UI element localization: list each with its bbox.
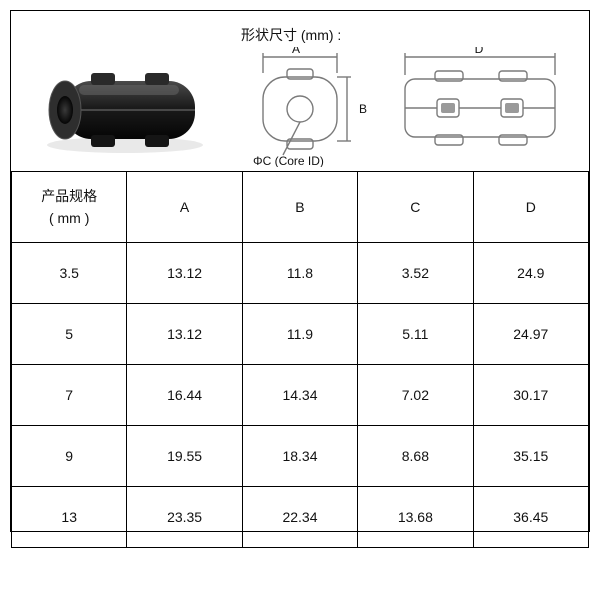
- col-header-d: D: [473, 172, 588, 243]
- table-header-row: 产品规格 ( mm ) A B C D: [12, 172, 589, 243]
- col-header-b: B: [242, 172, 357, 243]
- cell-d: 24.9: [473, 243, 588, 304]
- table-row: 7 16.44 14.34 7.02 30.17: [12, 365, 589, 426]
- cell-c: 8.68: [358, 426, 473, 487]
- col-header-spec-line1: 产品规格: [41, 188, 97, 204]
- col-header-spec: 产品规格 ( mm ): [12, 172, 127, 243]
- cell-c: 13.68: [358, 487, 473, 548]
- dim-b-label: B: [359, 102, 367, 116]
- dim-d-label: D: [475, 47, 484, 56]
- dimensions-table: 产品规格 ( mm ) A B C D 3.5 13.12 11.8 3.52 …: [11, 171, 589, 548]
- table-row: 13 23.35 22.34 13.68 36.45: [12, 487, 589, 548]
- cell-c: 3.52: [358, 243, 473, 304]
- diagram-area: 形状尺寸 (mm) :: [11, 11, 589, 171]
- cell-b: 11.9: [242, 304, 357, 365]
- product-photo: [25, 59, 215, 159]
- cell-a: 13.12: [127, 304, 242, 365]
- cell-b: 22.34: [242, 487, 357, 548]
- table-row: 9 19.55 18.34 8.68 35.15: [12, 426, 589, 487]
- cell-d: 36.45: [473, 487, 588, 548]
- col-header-a: A: [127, 172, 242, 243]
- side-view-diagram: D: [387, 47, 577, 167]
- dim-a-label: A: [292, 47, 300, 56]
- dimensions-title: 形状尺寸 (mm) :: [241, 25, 341, 45]
- cell-spec: 9: [12, 426, 127, 487]
- table-row: 3.5 13.12 11.8 3.52 24.9: [12, 243, 589, 304]
- col-header-spec-line2: ( mm ): [49, 210, 89, 226]
- cell-d: 30.17: [473, 365, 588, 426]
- cell-spec: 7: [12, 365, 127, 426]
- col-header-c: C: [358, 172, 473, 243]
- cell-spec: 3.5: [12, 243, 127, 304]
- cell-b: 18.34: [242, 426, 357, 487]
- cell-c: 7.02: [358, 365, 473, 426]
- core-id-label: ΦC (Core ID): [253, 154, 324, 167]
- cell-a: 16.44: [127, 365, 242, 426]
- cell-c: 5.11: [358, 304, 473, 365]
- cell-d: 35.15: [473, 426, 588, 487]
- cell-b: 14.34: [242, 365, 357, 426]
- table-row: 5 13.12 11.9 5.11 24.97: [12, 304, 589, 365]
- cell-a: 13.12: [127, 243, 242, 304]
- cell-b: 11.8: [242, 243, 357, 304]
- cell-a: 19.55: [127, 426, 242, 487]
- cell-a: 23.35: [127, 487, 242, 548]
- cell-spec: 13: [12, 487, 127, 548]
- front-view-diagram: A B ΦC (Core ID): [241, 47, 371, 167]
- cell-spec: 5: [12, 304, 127, 365]
- spec-sheet: 形状尺寸 (mm) :: [10, 10, 590, 532]
- cell-d: 24.97: [473, 304, 588, 365]
